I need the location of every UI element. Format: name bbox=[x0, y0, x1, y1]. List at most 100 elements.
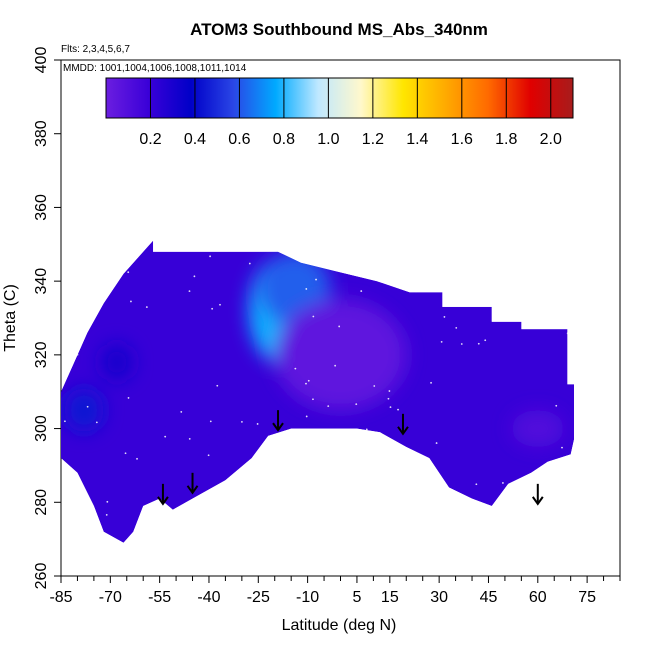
colorbar-tick-label: 0.6 bbox=[228, 131, 250, 148]
sample-dot bbox=[307, 379, 310, 382]
sample-dot bbox=[502, 482, 504, 484]
flights-note: Flts: 2,3,4,5,6,7 bbox=[61, 44, 130, 55]
x-tick-label: -70 bbox=[99, 589, 122, 606]
sample-dot bbox=[64, 310, 67, 313]
flight-arrow bbox=[272, 410, 284, 432]
sample-dot bbox=[365, 428, 368, 431]
sample-dot bbox=[443, 316, 446, 318]
sample-dot bbox=[145, 306, 148, 308]
sample-dot bbox=[475, 483, 478, 486]
sample-dot bbox=[561, 446, 563, 449]
sample-dot bbox=[180, 411, 183, 413]
sample-dot bbox=[427, 498, 430, 501]
sample-dot bbox=[500, 266, 503, 269]
x-tick-label: 60 bbox=[529, 589, 547, 606]
sample-dot bbox=[355, 403, 358, 406]
flight-arrow bbox=[157, 483, 169, 506]
sample-dot bbox=[76, 353, 79, 356]
sample-dot bbox=[154, 509, 157, 512]
sample-dot bbox=[531, 479, 534, 482]
sample-dot bbox=[104, 263, 107, 266]
flight-arrow bbox=[397, 413, 409, 436]
x-tick-label: -40 bbox=[197, 589, 220, 606]
sample-dot bbox=[415, 290, 417, 293]
sample-dot bbox=[155, 247, 158, 250]
sample-dot bbox=[188, 437, 191, 440]
sample-dot bbox=[435, 442, 438, 444]
sample-dot bbox=[73, 477, 76, 479]
colorbar-ticks: 0.2 0.4 0.6 0.8 1.0 1.2 1.4 1.6 1.8 2.0 bbox=[139, 78, 562, 148]
sample-dot bbox=[373, 385, 376, 387]
colorbar-tick-label: 2.0 bbox=[540, 131, 562, 148]
colorbar-tick-label: 1.4 bbox=[406, 131, 428, 148]
x-axis: -85 -70 -55 -40 -25 -10 5 15 30 45 60 75 bbox=[49, 576, 621, 606]
sample-dot bbox=[594, 468, 596, 470]
sample-dot bbox=[370, 513, 372, 515]
sample-dot bbox=[364, 246, 367, 248]
x-tick-label: -85 bbox=[49, 589, 72, 606]
sample-dot bbox=[585, 252, 587, 254]
sample-dot bbox=[95, 421, 98, 424]
sample-dot bbox=[219, 303, 221, 306]
x-tick-label: 5 bbox=[352, 589, 361, 606]
sample-dot bbox=[294, 367, 297, 370]
sample-dot bbox=[336, 505, 339, 508]
colorbar-tick-label: 0.2 bbox=[139, 131, 161, 148]
y-tick-label: 340 bbox=[33, 268, 50, 295]
sample-dot bbox=[110, 245, 112, 248]
sample-dot bbox=[209, 420, 212, 423]
y-tick-label: 400 bbox=[33, 47, 50, 74]
sample-dot bbox=[158, 505, 161, 508]
y-axis: 260 280 300 320 340 360 380 400 bbox=[33, 47, 61, 589]
x-tick-label: -55 bbox=[148, 589, 171, 606]
sample-dot bbox=[130, 300, 132, 303]
field-features bbox=[64, 251, 565, 448]
sample-dot bbox=[164, 435, 167, 438]
colorbar-tick-label: 1.2 bbox=[362, 131, 384, 148]
sample-dot bbox=[338, 325, 341, 328]
sample-dot bbox=[555, 404, 558, 407]
sample-dot bbox=[248, 262, 251, 265]
y-axis-label: Theta (C) bbox=[2, 284, 19, 352]
sample-dot bbox=[539, 252, 542, 254]
sample-dot bbox=[256, 423, 259, 425]
y-tick-label: 320 bbox=[33, 341, 50, 368]
sample-dot bbox=[361, 269, 364, 272]
x-axis-label: Latitude (deg N) bbox=[282, 617, 397, 634]
x-tick-label: 45 bbox=[480, 589, 498, 606]
sample-dot bbox=[216, 384, 219, 387]
colorbar-tick-label: 1.6 bbox=[451, 131, 473, 148]
sample-dot bbox=[127, 271, 130, 274]
flight-arrows bbox=[157, 410, 544, 506]
sample-dot bbox=[309, 455, 312, 458]
field-clip bbox=[61, 240, 596, 543]
colorbar-tick-label: 1.0 bbox=[317, 131, 339, 148]
sample-dot bbox=[188, 290, 191, 293]
sample-dot bbox=[127, 397, 130, 399]
x-tick-label: 15 bbox=[381, 589, 399, 606]
sample-dot bbox=[305, 288, 308, 290]
y-tick-label: 280 bbox=[33, 489, 50, 516]
sample-dot bbox=[430, 381, 432, 384]
colorbar-tick-label: 1.8 bbox=[495, 131, 517, 148]
sample-dot bbox=[105, 514, 108, 516]
sample-dot bbox=[566, 332, 569, 335]
sample-dot bbox=[334, 364, 337, 367]
sample-dot bbox=[387, 397, 390, 400]
field-feature bbox=[100, 343, 134, 381]
colorbar-tick-label: 0.8 bbox=[273, 131, 295, 148]
dates-note: MMDD: 1001,1004,1006,1008,1011,1014 bbox=[63, 63, 247, 74]
sample-dot bbox=[124, 452, 127, 455]
sample-dot bbox=[106, 500, 109, 503]
sample-dot bbox=[440, 340, 443, 343]
sample-dot bbox=[338, 454, 341, 457]
sample-dot bbox=[86, 405, 89, 408]
sample-dot bbox=[397, 408, 399, 411]
sample-dot bbox=[388, 390, 391, 392]
sample-dot bbox=[477, 342, 480, 345]
sample-dot bbox=[316, 252, 319, 255]
sample-dot bbox=[305, 382, 307, 385]
x-tick-label: 30 bbox=[430, 589, 448, 606]
sample-dot bbox=[460, 343, 463, 345]
sample-dot bbox=[64, 420, 66, 423]
